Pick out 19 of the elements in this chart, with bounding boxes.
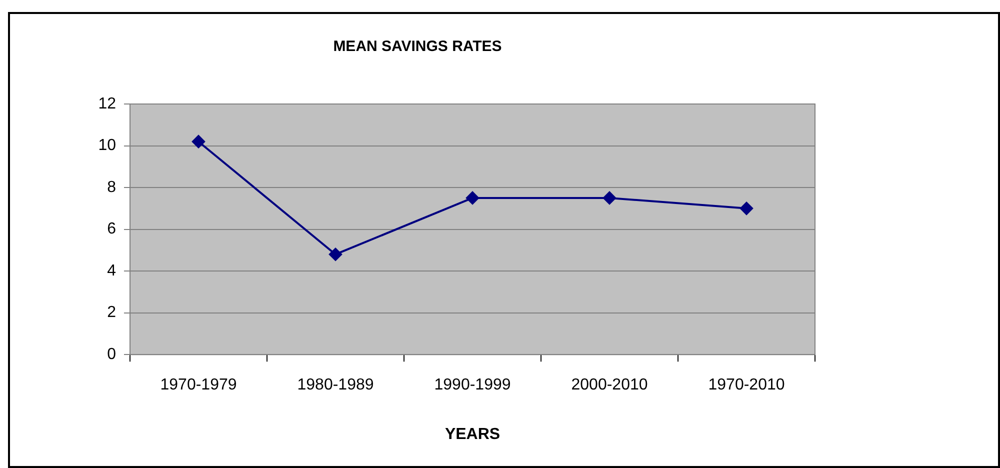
y-tick-label: 12	[98, 95, 116, 112]
chart-title: MEAN SAVINGS RATES	[333, 38, 502, 56]
x-tick-label: 1980-1989	[297, 376, 374, 394]
point	[466, 191, 479, 204]
y-tick-label: 2	[107, 304, 116, 322]
x-axis-title: YEARS	[444, 426, 500, 443]
x-tick-label: 2000-2010	[571, 376, 648, 394]
y-tick-label: 4	[107, 262, 116, 280]
x-tick-label: 1970-1979	[160, 376, 237, 394]
x-tick-label: 1970-2010	[708, 376, 785, 394]
y-tick-label: 8	[107, 178, 116, 196]
point	[192, 135, 205, 148]
point	[603, 191, 616, 204]
x-tick-label: 1990-1999	[434, 376, 511, 394]
point	[740, 202, 753, 215]
y-tick-label: 6	[107, 220, 116, 238]
y-tick-label: 0	[107, 346, 116, 364]
y-tick-label: 10	[98, 137, 116, 154]
point	[329, 248, 342, 261]
